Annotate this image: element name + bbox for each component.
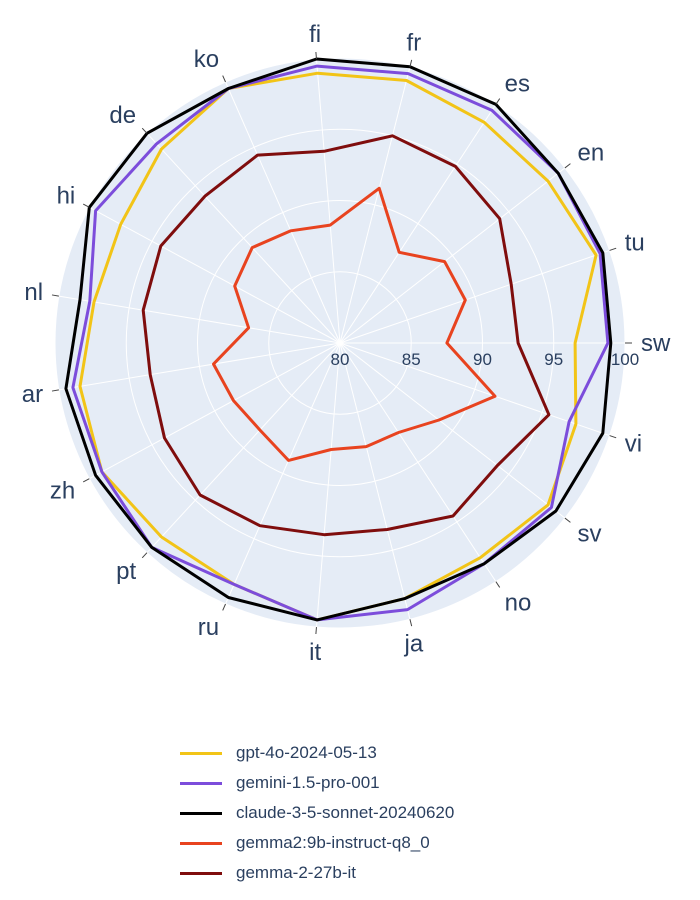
grid-spoke <box>315 58 341 344</box>
legend-swatch <box>180 781 222 785</box>
grid-spoke <box>89 342 341 480</box>
category-tick <box>51 389 59 392</box>
category-tick <box>315 51 317 60</box>
legend-label: gpt-4o-2024-05-13 <box>236 743 377 762</box>
legend-item[interactable]: gemma-2-27b-it <box>180 858 454 888</box>
category-label-zh: zh <box>50 478 75 505</box>
legend-label: gemma2:9b-instruct-q8_0 <box>236 833 430 852</box>
series-line-1 <box>78 71 598 622</box>
category-label-ru: ru <box>198 614 219 641</box>
grid-spoke <box>146 342 341 554</box>
category-label-en: en <box>578 140 605 167</box>
radial-tick-label: 85 <box>402 350 421 369</box>
category-label-sw: sw <box>641 330 671 357</box>
legend-swatch <box>180 841 222 845</box>
category-tick <box>495 581 501 588</box>
category-tick <box>564 163 571 169</box>
radial-tick-label: 95 <box>544 350 563 369</box>
category-tick <box>141 552 148 559</box>
legend-item[interactable]: gpt-4o-2024-05-13 <box>180 738 454 768</box>
category-label-es: es <box>505 70 530 97</box>
legend-item[interactable]: claude-3-5-sonnet-20240620 <box>180 798 454 828</box>
category-label-vi: vi <box>625 431 642 458</box>
category-label-ko: ko <box>194 46 219 73</box>
category-label-no: no <box>505 590 532 617</box>
category-tick <box>495 98 501 105</box>
radar-plot: 80 85 90 95 100 sw tu en es fr fi ko de hi nl ar zh pt ru… <box>22 21 671 666</box>
series-line-3 <box>64 57 613 622</box>
radial-tick-label: 100 <box>611 350 639 369</box>
grid-spoke <box>339 104 497 344</box>
category-tick <box>409 59 413 67</box>
radar-chart: 80 85 90 95 100 sw tu en es fr fi ko de hi nl ar zh pt ru… <box>22 21 671 666</box>
legend-label: gemma-2-27b-it <box>236 863 356 882</box>
legend-label: gemini-1.5-pro-001 <box>236 773 380 792</box>
category-tick <box>222 75 226 83</box>
series-line-2 <box>71 64 610 622</box>
grid-spoke <box>339 342 411 620</box>
category-label-tu: tu <box>625 229 645 256</box>
category-label-de: de <box>109 102 136 129</box>
radial-tick-label: 90 <box>473 350 492 369</box>
category-tick <box>222 603 226 611</box>
grid-spoke <box>225 342 341 605</box>
category-label-it: it <box>309 639 321 666</box>
grid-spoke <box>225 81 341 344</box>
grid-spoke <box>339 342 497 582</box>
grid-spoke <box>89 206 341 344</box>
category-label-nl: nl <box>24 279 43 306</box>
category-label-fi: fi <box>309 21 321 48</box>
category-label-ja: ja <box>404 631 424 658</box>
category-label-fr: fr <box>407 29 422 56</box>
category-tick <box>315 626 317 635</box>
legend-swatch <box>180 751 222 755</box>
grid-spoke <box>339 167 566 344</box>
radial-tick-label: 80 <box>331 350 350 369</box>
grid-spoke <box>339 66 411 344</box>
category-tick <box>51 294 59 297</box>
category-tick <box>609 247 617 251</box>
category-tick <box>564 517 571 523</box>
category-tick <box>609 435 617 439</box>
category-label-ar: ar <box>22 381 43 408</box>
legend-item[interactable]: gemma2:9b-instruct-q8_0 <box>180 828 454 858</box>
category-label-pt: pt <box>116 558 136 585</box>
grid-spoke <box>315 342 341 628</box>
grid-spoke <box>339 342 566 519</box>
legend-swatch <box>180 811 222 815</box>
grid-spoke <box>58 295 341 344</box>
category-label-sv: sv <box>578 520 602 547</box>
grid-spoke <box>339 249 610 344</box>
category-tick <box>82 478 90 483</box>
category-tick <box>82 203 90 208</box>
series-line-4 <box>212 186 497 462</box>
grid-spoke <box>339 342 610 437</box>
legend-item[interactable]: gemini-1.5-pro-001 <box>180 768 454 798</box>
category-tick <box>409 619 413 627</box>
legend-swatch <box>180 871 222 875</box>
legend-label: claude-3-5-sonnet-20240620 <box>236 803 455 822</box>
series-line-5 <box>141 134 551 537</box>
grid-spoke <box>146 132 341 344</box>
category-tick <box>141 127 148 134</box>
grid-spoke <box>58 342 341 391</box>
legend: gpt-4o-2024-05-13 gemini-1.5-pro-001 claud… <box>180 738 454 888</box>
category-label-hi: hi <box>57 182 76 209</box>
